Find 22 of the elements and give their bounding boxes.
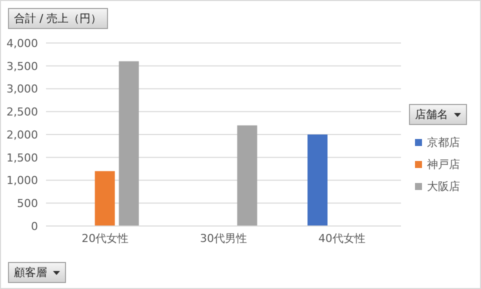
x-tick-label: 20代女性 [82, 232, 129, 245]
legend-label: 神戸店 [427, 156, 460, 172]
y-tick-label: 3,500 [6, 60, 38, 73]
bar [308, 134, 328, 226]
x-tick-label: 40代女性 [318, 232, 366, 245]
legend-title: 店舗名 [415, 107, 448, 122]
y-tick-label: 2,000 [6, 128, 38, 142]
y-tick-label: 1,500 [6, 151, 38, 164]
y-axis-title: 合計 / 売上（円） [14, 11, 102, 26]
x-tick-label: 30代男性 [200, 232, 247, 245]
x-axis-title: 顧客層 [14, 265, 47, 280]
bar [94, 171, 115, 226]
y-tick-label: 0 [31, 220, 38, 233]
bar [118, 61, 139, 226]
legend-label: 京都店 [427, 134, 460, 150]
y-tick-label: 2,500 [6, 106, 38, 119]
y-tick-label: 1,000 [6, 174, 38, 188]
legend-label: 大阪店 [427, 178, 460, 194]
bar [237, 125, 258, 226]
y-tick-label: 500 [17, 197, 38, 210]
y-tick-label: 4,000 [6, 36, 38, 50]
y-tick-label: 3,000 [6, 82, 38, 96]
